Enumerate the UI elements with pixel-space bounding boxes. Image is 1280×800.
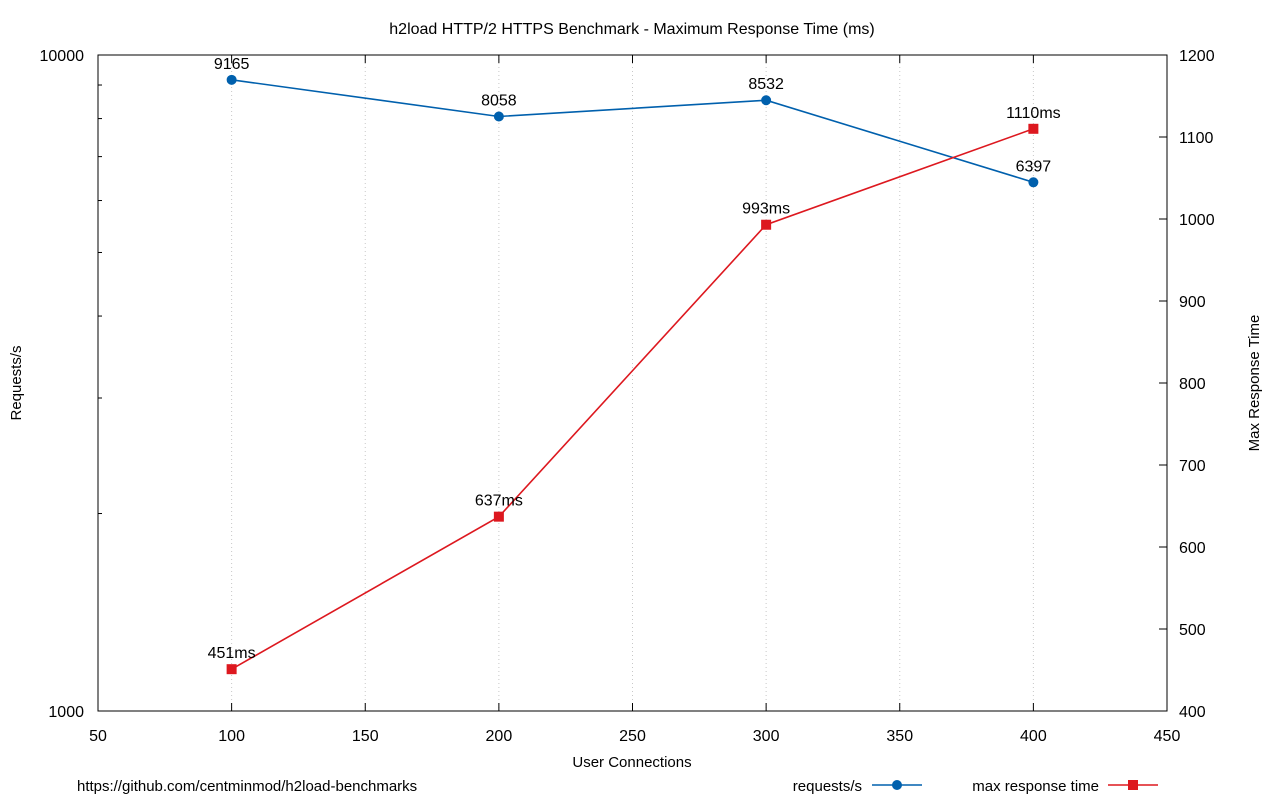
data-label-max-response: 451ms: [208, 645, 256, 662]
y-axis-left: 10000 1000: [40, 48, 106, 721]
series-group: 9165 8058 8532 6397 451ms 637ms 993ms 1110ms: [208, 56, 1061, 675]
legend-marker-requests: [892, 780, 902, 790]
x-tick-label: 250: [619, 728, 646, 745]
data-label-requests: 6397: [1016, 158, 1052, 175]
y2-tick-label: 1200: [1179, 48, 1215, 65]
y-tick-label: 10000: [40, 48, 85, 65]
x-tick-label: 400: [1020, 728, 1047, 745]
data-point-requests: [761, 95, 772, 106]
x-axis-label: User Connections: [572, 754, 691, 771]
y-axis-label: Requests/s: [8, 345, 25, 420]
data-point-max-response: [761, 219, 772, 230]
grid-lines: [231, 55, 1034, 711]
y2-tick-label: 700: [1179, 458, 1206, 475]
y2-tick-label: 900: [1179, 294, 1206, 311]
series-line-requests: [231, 79, 1034, 184]
x-tick-label: 50: [89, 728, 107, 745]
data-point-requests: [226, 74, 237, 85]
y2-tick-label: 800: [1179, 376, 1206, 393]
legend-label-requests: requests/s: [793, 778, 862, 795]
data-point-max-response: [493, 511, 504, 522]
x-tick-label: 100: [218, 728, 245, 745]
legend-label-max-response: max response time: [972, 778, 1099, 795]
data-point-max-response: [226, 664, 237, 675]
x-tick-label: 450: [1154, 728, 1181, 745]
y2-axis-label: Max Response Time: [1246, 315, 1263, 452]
x-tick-label: 300: [753, 728, 780, 745]
data-label-max-response: 1110ms: [1006, 105, 1061, 122]
y2-tick-label: 1100: [1179, 130, 1214, 147]
x-tick-label: 150: [352, 728, 379, 745]
series-line-max-response: [231, 128, 1034, 670]
legend: requests/s max response time: [793, 778, 1158, 795]
legend-marker-max-response: [1128, 780, 1138, 790]
y-axis-right: 1200 1100 1000 900 800 700 600 500 400: [1159, 48, 1215, 721]
data-label-requests: 8058: [481, 93, 517, 110]
x-axis: 50 100 150 200 250 300 350 400 450: [89, 55, 1180, 745]
source-footnote: https://github.com/centminmod/h2load-ben…: [77, 778, 417, 795]
data-point-requests: [1028, 177, 1039, 188]
data-label-max-response: 993ms: [742, 201, 790, 218]
chart-title: h2load HTTP/2 HTTPS Benchmark - Maximum …: [389, 21, 874, 38]
data-label-requests: 9165: [214, 56, 250, 73]
y2-tick-label: 500: [1179, 622, 1206, 639]
y-tick-label: 1000: [48, 704, 84, 721]
x-tick-label: 350: [886, 728, 913, 745]
data-label-requests: 8532: [748, 76, 784, 93]
y2-tick-label: 600: [1179, 540, 1206, 557]
data-point-max-response: [1028, 123, 1039, 134]
y2-tick-label: 1000: [1179, 212, 1215, 229]
data-point-requests: [493, 111, 504, 122]
y2-tick-label: 400: [1179, 704, 1206, 721]
x-tick-label: 200: [486, 728, 513, 745]
data-label-max-response: 637ms: [475, 493, 523, 510]
